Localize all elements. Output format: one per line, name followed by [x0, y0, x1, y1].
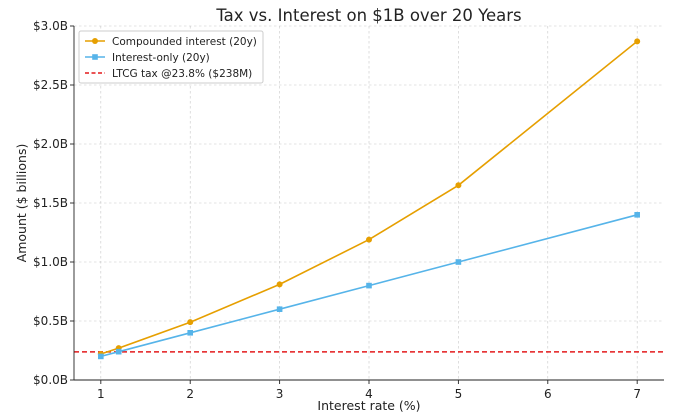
x-tick-label: 3: [276, 387, 284, 401]
y-tick-label: $3.0B: [33, 19, 68, 33]
y-tick-label: $2.5B: [33, 78, 68, 92]
legend-entry: Compounded interest (20y): [85, 36, 257, 48]
x-axis-title: Interest rate (%): [317, 398, 420, 413]
legend: Compounded interest (20y) Interest-only (…: [78, 30, 264, 84]
x-tick-label: 5: [455, 387, 463, 401]
legend-label: Compounded interest (20y): [112, 36, 257, 48]
legend-label: Interest-only (20y): [112, 52, 210, 64]
data-point: [455, 259, 462, 265]
y-tick-label: $0.0B: [33, 373, 68, 387]
series-layer: [97, 38, 641, 360]
legend-label: LTCG tax @23.8% ($238M): [112, 68, 252, 80]
chart-title: Tax vs. Interest on $1B over 20 Years: [215, 6, 521, 25]
legend-entry: LTCG tax @23.8% ($238M): [85, 68, 252, 80]
series-1: [98, 212, 640, 360]
data-point: [455, 182, 462, 189]
data-point: [366, 236, 372, 243]
x-tick-label: 1: [97, 387, 105, 401]
y-axis-ticks: $0.0B $0.5B $1.0B $1.5B $2.0B $2.5B $3.0B: [33, 19, 74, 387]
x-tick-label: 7: [633, 387, 641, 401]
x-tick-label: 6: [544, 387, 552, 401]
data-point: [276, 281, 283, 288]
data-point: [187, 330, 194, 336]
data-point: [115, 348, 122, 355]
data-point: [634, 38, 641, 45]
legend-entry: Interest-only (20y): [85, 52, 210, 64]
legend-swatch-marker: [92, 38, 98, 44]
data-point: [634, 212, 640, 218]
y-tick-label: $0.5B: [33, 314, 68, 328]
x-tick-label: 4: [365, 387, 373, 401]
y-tick-label: $1.5B: [33, 196, 68, 210]
x-tick-label: 2: [186, 387, 194, 401]
legend-box: [78, 30, 264, 84]
x-axis-ticks: 1 2 3 4 5 6 7: [97, 380, 641, 401]
legend-swatch-marker: [92, 54, 98, 60]
y-axis-title: Amount ($ billions): [14, 144, 29, 263]
data-point: [98, 353, 104, 360]
y-tick-label: $1.0B: [33, 255, 68, 269]
data-point: [276, 306, 283, 312]
data-point: [187, 319, 194, 326]
data-point: [366, 282, 372, 289]
y-tick-label: $2.0B: [33, 137, 68, 151]
